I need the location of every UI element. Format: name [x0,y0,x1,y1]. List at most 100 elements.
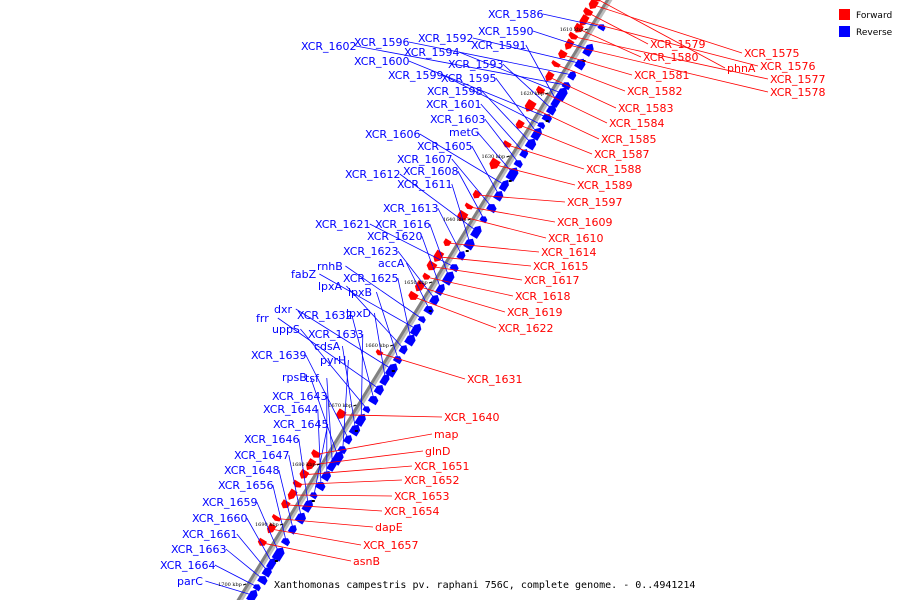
reverse-gene-label-lpxd[interactable]: lpxD [346,307,371,320]
reverse-gene-label-xcr-1600[interactable]: XCR_1600 [354,55,410,68]
reverse-gene-label-xcr-1591[interactable]: XCR_1591 [471,39,527,52]
reverse-gene-label-xcr-1646[interactable]: XCR_1646 [244,433,300,446]
forward-gene-arrow-xcr-1575[interactable] [588,0,599,9]
forward-gene-arrow-xcr-1651[interactable] [299,468,310,479]
forward-gene-arrow-xcr-1577[interactable] [568,31,579,40]
reverse-gene-arrow-xcr-1633[interactable] [354,413,366,427]
forward-gene-arrow-xcr-1609[interactable] [464,202,474,210]
reverse-gene-arrow-xcr-1595[interactable] [530,127,543,141]
reverse-gene-arrow-frr[interactable] [373,385,384,396]
reverse-gene-label-xcr-1639[interactable]: XCR_1639 [251,349,307,362]
forward-gene-label-xcr-1651[interactable]: XCR_1651 [414,460,470,473]
forward-gene-arrow-xcr-1585[interactable] [524,99,537,112]
forward-gene-arrow-xcr-1583[interactable] [545,70,555,82]
reverse-gene-arrow-xcr-1643[interactable] [320,471,331,482]
forward-gene-label-xcr-1622[interactable]: XCR_1622 [498,322,554,335]
forward-gene-label-xcr-1609[interactable]: XCR_1609 [557,216,613,229]
reverse-gene-arrow-xcr-1625[interactable] [404,334,416,347]
reverse-gene-label-xcr-1613[interactable]: XCR_1613 [383,202,439,215]
forward-gene-arrow-dape[interactable] [271,514,282,522]
forward-gene-arrow-xcr-1610[interactable] [457,209,469,221]
reverse-gene-label-xcr-1593[interactable]: XCR_1593 [448,58,504,71]
forward-gene-label-xcr-1652[interactable]: XCR_1652 [404,474,460,487]
reverse-gene-arrow-xcr-1660[interactable] [266,557,277,570]
forward-gene-label-xcr-1575[interactable]: XCR_1575 [744,47,800,60]
reverse-gene-label-xcr-1601[interactable]: XCR_1601 [426,98,482,111]
reverse-gene-arrow-lpxa[interactable] [398,345,408,355]
reverse-gene-arrow-xcr-1639[interactable] [343,435,353,445]
reverse-gene-arrow-xcr-1605[interactable] [493,191,504,202]
reverse-gene-label-lpxa[interactable]: lpxA [318,280,343,293]
reverse-gene-arrow-xcr-1644[interactable] [315,482,326,492]
forward-gene-label-xcr-1580[interactable]: XCR_1580 [643,51,699,64]
reverse-gene-label-xcr-1612[interactable]: XCR_1612 [345,168,401,181]
forward-gene-label-xcr-1585[interactable]: XCR_1585 [601,133,657,146]
reverse-gene-arrow-xcr-1608[interactable] [479,216,488,224]
reverse-gene-label-dxr[interactable]: dxr [274,303,292,316]
reverse-gene-label-xcr-1598[interactable]: XCR_1598 [427,85,483,98]
forward-gene-label-xcr-1589[interactable]: XCR_1589 [577,179,633,192]
reverse-gene-arrow-xcr-1593[interactable] [546,105,557,116]
forward-gene-label-xcr-1582[interactable]: XCR_1582 [627,85,683,98]
reverse-gene-label-upps[interactable]: uppS [272,323,300,336]
forward-gene-label-xcr-1618[interactable]: XCR_1618 [515,290,571,303]
forward-gene-arrow-xcr-1631[interactable] [375,349,384,356]
reverse-gene-label-xcr-1602[interactable]: XCR_1602 [301,40,357,53]
reverse-gene-arrow-xcr-1607[interactable] [486,204,497,214]
reverse-gene-arrow-pyrh[interactable] [337,446,347,455]
forward-gene-arrow-glnd[interactable] [306,458,317,471]
reverse-gene-label-xcr-1620[interactable]: XCR_1620 [367,230,423,243]
forward-gene-arrow-xcr-1640[interactable] [336,408,347,419]
reverse-gene-arrow-xcr-1656[interactable] [280,538,291,547]
reverse-gene-label-xcr-1606[interactable]: XCR_1606 [365,128,421,141]
forward-gene-arrow-xcr-1614[interactable] [443,238,452,246]
reverse-gene-arrow-xcr-1661[interactable] [261,567,272,578]
reverse-gene-arrow-xcr-1664[interactable] [252,584,261,592]
forward-gene-label-glnd[interactable]: glnD [425,445,450,458]
forward-gene-label-xcr-1614[interactable]: XCR_1614 [541,246,597,259]
reverse-gene-arrow-xcr-1591[interactable] [550,95,561,108]
reverse-gene-label-xcr-1647[interactable]: XCR_1647 [234,449,290,462]
reverse-gene-label-parc[interactable]: parC [177,575,203,588]
reverse-gene-label-xcr-1608[interactable]: XCR_1608 [403,165,459,178]
forward-gene-label-xcr-1610[interactable]: XCR_1610 [548,232,604,245]
reverse-gene-arrow-fabz[interactable] [409,323,422,337]
reverse-gene-label-xcr-1632[interactable]: XCR_1632 [297,309,353,322]
reverse-gene-label-xcr-1603[interactable]: XCR_1603 [430,113,486,126]
forward-gene-label-xcr-1577[interactable]: XCR_1577 [770,73,826,86]
reverse-gene-arrow-xcr-1606[interactable] [498,179,509,192]
reverse-gene-arrow-acca[interactable] [423,306,434,316]
reverse-gene-label-xcr-1586[interactable]: XCR_1586 [488,8,544,21]
reverse-gene-label-lpxb[interactable]: lpxB [348,286,372,299]
reverse-gene-label-xcr-1663[interactable]: XCR_1663 [171,543,227,556]
reverse-gene-label-xcr-1621[interactable]: XCR_1621 [315,218,371,231]
reverse-gene-label-xcr-1645[interactable]: XCR_1645 [273,418,329,431]
reverse-gene-arrow-xcr-1601[interactable] [519,149,529,159]
reverse-gene-label-tsf[interactable]: tsf [305,372,320,385]
forward-gene-arrow-xcr-1615[interactable] [433,249,445,262]
reverse-gene-arrow-upps[interactable] [362,406,371,414]
reverse-gene-arrow-xcr-1612[interactable] [470,225,482,239]
forward-gene-arrow-xcr-1579[interactable] [583,7,594,16]
reverse-gene-arrow-cdsa[interactable] [348,424,361,437]
forward-gene-label-xcr-1581[interactable]: XCR_1581 [634,69,690,82]
forward-gene-arrow-asnb[interactable] [257,537,267,546]
reverse-gene-label-xcr-1659[interactable]: XCR_1659 [202,496,258,509]
forward-gene-arrow-xcr-1589[interactable] [489,157,501,170]
reverse-gene-label-xcr-1611[interactable]: XCR_1611 [397,178,453,191]
reverse-gene-label-xcr-1595[interactable]: XCR_1595 [441,72,497,85]
forward-gene-label-xcr-1619[interactable]: XCR_1619 [507,306,563,319]
forward-gene-arrow-xcr-1582[interactable] [551,60,561,68]
reverse-gene-label-rnhb[interactable]: rnhB [317,260,343,273]
reverse-gene-arrow-xcr-1599[interactable] [537,122,546,130]
forward-gene-label-asnb[interactable]: asnB [353,555,380,568]
forward-gene-label-xcr-1654[interactable]: XCR_1654 [384,505,440,518]
reverse-gene-label-xcr-1656[interactable]: XCR_1656 [218,479,274,492]
forward-gene-label-xcr-1615[interactable]: XCR_1615 [533,260,589,273]
reverse-gene-arrow-xcr-1647[interactable] [294,512,306,525]
reverse-gene-arrow-tsf[interactable] [326,459,337,472]
reverse-gene-label-xcr-1590[interactable]: XCR_1590 [478,25,534,38]
reverse-gene-arrow-xcr-1632[interactable] [368,396,379,406]
forward-gene-label-xcr-1653[interactable]: XCR_1653 [394,490,450,503]
reverse-gene-label-xcr-1616[interactable]: XCR_1616 [375,218,431,231]
